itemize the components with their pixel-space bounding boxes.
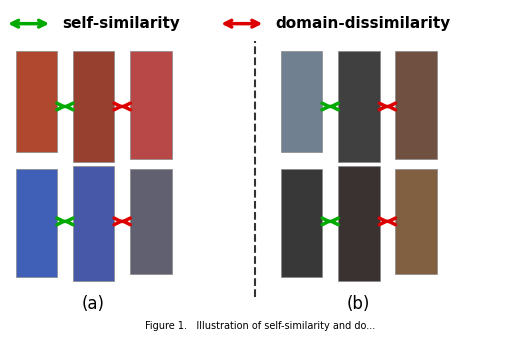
FancyBboxPatch shape bbox=[281, 169, 322, 277]
FancyBboxPatch shape bbox=[130, 169, 172, 274]
FancyBboxPatch shape bbox=[73, 166, 114, 281]
FancyBboxPatch shape bbox=[338, 51, 380, 162]
FancyBboxPatch shape bbox=[73, 51, 114, 162]
Text: (b): (b) bbox=[347, 295, 370, 313]
Text: self-similarity: self-similarity bbox=[62, 16, 180, 31]
Text: Figure 1.   Illustration of self-similarity and do...: Figure 1. Illustration of self-similarit… bbox=[145, 321, 375, 331]
Text: domain-dissimilarity: domain-dissimilarity bbox=[276, 16, 451, 31]
FancyBboxPatch shape bbox=[281, 51, 322, 152]
FancyBboxPatch shape bbox=[395, 169, 437, 274]
FancyBboxPatch shape bbox=[16, 51, 57, 152]
FancyBboxPatch shape bbox=[130, 51, 172, 159]
FancyBboxPatch shape bbox=[16, 169, 57, 277]
Text: (a): (a) bbox=[82, 295, 105, 313]
FancyBboxPatch shape bbox=[395, 51, 437, 159]
FancyBboxPatch shape bbox=[338, 166, 380, 281]
